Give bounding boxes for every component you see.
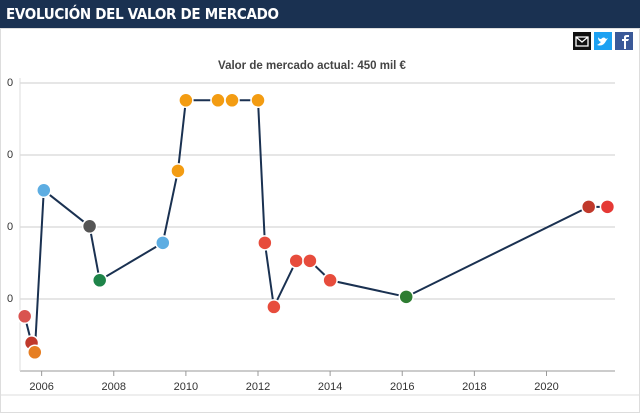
y-tick-label: 0	[7, 293, 13, 305]
club-marker	[155, 235, 171, 251]
club-marker	[302, 253, 318, 269]
club-marker	[322, 272, 338, 289]
chart-subtitle: Valor de mercado actual: 450 mil €	[218, 60, 407, 72]
y-tick-label: 0	[7, 221, 13, 233]
club-marker	[224, 92, 240, 109]
club-marker	[398, 289, 414, 305]
club-marker	[257, 235, 273, 251]
club-marker	[580, 199, 597, 215]
y-tick-label: 0	[7, 77, 13, 89]
x-tick-label: 2018	[462, 381, 486, 393]
share-facebook[interactable]	[615, 32, 633, 50]
x-tick-label: 2008	[102, 381, 126, 393]
club-marker	[599, 199, 616, 215]
club-marker	[178, 92, 194, 109]
club-marker	[27, 344, 43, 361]
club-marker	[210, 92, 226, 109]
x-tick-label: 2016	[390, 381, 414, 393]
chart: Valor de mercado actual: 450 mil € 0 0 0 0 2…	[0, 28, 640, 413]
club-marker	[266, 299, 282, 315]
club-marker	[250, 92, 266, 109]
section-header: EVOLUCIÓN DEL VALOR DE MERCADO	[0, 0, 640, 28]
share-email[interactable]	[573, 32, 591, 50]
frame	[0, 28, 640, 413]
x-tick-label: 2012	[246, 381, 270, 393]
x-tick-label: 2010	[174, 381, 198, 393]
club-marker	[91, 272, 108, 289]
club-marker	[288, 253, 304, 269]
club-marker	[170, 163, 186, 179]
series-line	[23, 99, 608, 353]
x-tick-label: 2020	[534, 381, 558, 393]
club-marker	[81, 218, 98, 235]
y-tick-label: 0	[7, 149, 13, 161]
share-twitter[interactable]	[594, 32, 612, 50]
club-marker	[36, 182, 52, 199]
club-marker	[16, 308, 33, 325]
x-tick-label: 2014	[318, 381, 342, 393]
x-tick-label: 2006	[29, 381, 53, 393]
